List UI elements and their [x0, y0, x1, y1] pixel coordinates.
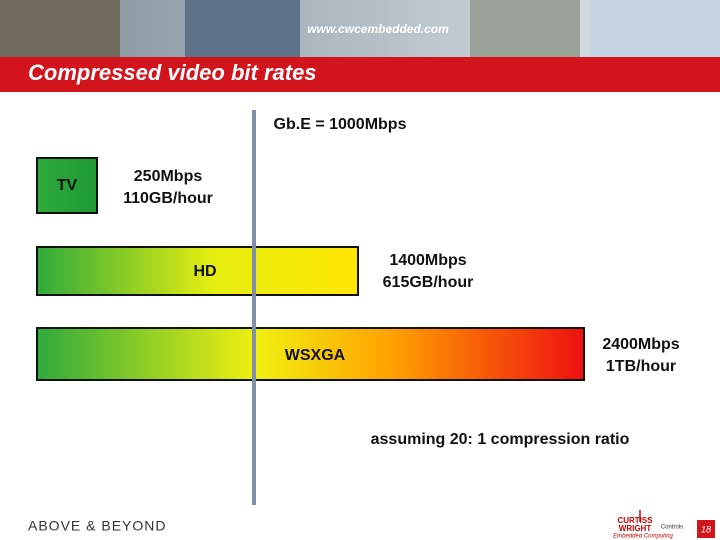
item-rate: 250Mbps: [134, 168, 203, 185]
title-band: [0, 57, 720, 92]
wsxga-bar: [36, 327, 585, 381]
photo: [590, 0, 720, 58]
reference-label: Gb.E = 1000Mbps: [274, 116, 407, 133]
footnote: assuming 20: 1 compression ratio: [371, 431, 630, 448]
logo-text: Controls: [661, 525, 683, 531]
item-volume: 615GB/hour: [383, 274, 474, 291]
item-label: WSXGA: [285, 347, 346, 364]
hd-bar: [36, 246, 359, 296]
photo: [185, 0, 300, 58]
page-number: 18: [701, 524, 711, 534]
photo: [0, 0, 120, 58]
item-rate: 1400Mbps: [389, 252, 466, 269]
item-label: HD: [193, 263, 216, 280]
item-volume: 1TB/hour: [606, 358, 676, 375]
tagline: ABOVE & BEYOND: [28, 518, 166, 534]
logo-text: WRIGHT: [619, 524, 652, 533]
item-rate: 2400Mbps: [602, 336, 679, 353]
tv-bar: [36, 157, 98, 214]
item-volume: 110GB/hour: [123, 190, 213, 207]
slide-title: Compressed video bit rates: [28, 60, 317, 85]
page-number-box: [697, 520, 715, 538]
header-url: www.cwcembedded.com: [307, 22, 449, 36]
logo-text: CURTISS: [617, 516, 653, 525]
item-label: TV: [57, 177, 78, 194]
logo-text: Embedded Computing: [613, 534, 673, 540]
photo: [470, 0, 580, 58]
